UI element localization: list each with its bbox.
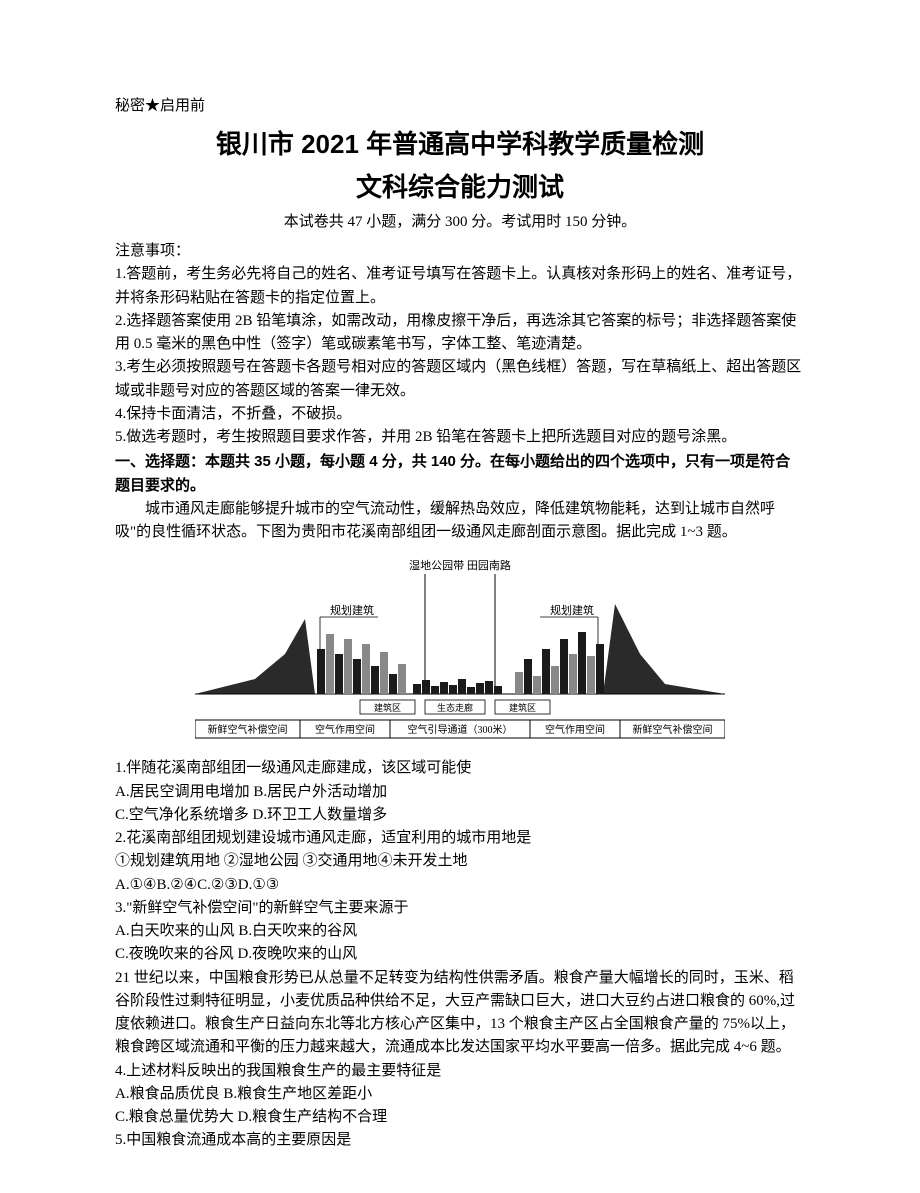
- exam-info: 本试卷共 47 小题，满分 300 分。考试用时 150 分钟。: [115, 211, 805, 234]
- q2-stem: 2.花溪南部组团规划建设城市通风走廊，适宜利用的城市用地是: [115, 827, 805, 850]
- figure-diagram: 生道山 大将山 湿地公园带 田园南路规划建筑 规划建筑建筑区 生态走廊 建筑区新鲜空气补偿…: [115, 554, 805, 749]
- svg-text:生道山: 生道山: [209, 628, 222, 662]
- q5-stem: 5.中国粮食流通成本高的主要原因是: [115, 1129, 805, 1152]
- svg-text:规划建筑: 规划建筑: [330, 603, 374, 617]
- svg-text:新鲜空气补偿空间: 新鲜空气补偿空间: [208, 723, 288, 736]
- instruction-1: 1.答题前，考生务必先将自己的姓名、准考证号填写在答题卡上。认真核对条形码上的姓…: [115, 263, 805, 310]
- svg-text:空气作用空间: 空气作用空间: [545, 723, 605, 736]
- passage-2: 21 世纪以来，中国粮食形势已从总量不足转变为结构性供需矛盾。粮食产量大幅增长的…: [115, 967, 805, 1060]
- instruction-4: 4.保持卡面清洁，不折叠，不破损。: [115, 403, 805, 426]
- q3-opts-line2: C.夜晚吹来的谷风 D.夜晚吹来的山风: [115, 943, 805, 966]
- q2-sub: ①规划建筑用地 ②湿地公园 ③交通用地④未开发土地: [115, 850, 805, 873]
- passage-1: 城市通风走廊能够提升城市的空气流动性，缓解热岛效应，降低建筑物能耗，达到让城市自…: [115, 498, 805, 545]
- q3-opts-line1: A.白天吹来的山风 B.白天吹来的谷风: [115, 920, 805, 943]
- q1-opts-line2: C.空气净化系统增多 D.环卫工人数量增多: [115, 804, 805, 827]
- svg-text:生态走廊: 生态走廊: [437, 702, 473, 713]
- section-header: 一、选择题：本题共 35 小题，每小题 4 分，共 140 分。在每小题给出的四…: [115, 450, 805, 497]
- title-sub: 文科综合能力测试: [115, 167, 805, 207]
- svg-text:空气引导通道（300米）: 空气引导通道（300米）: [408, 723, 513, 736]
- title-main: 银川市 2021 年普通高中学科教学质量检测: [115, 124, 805, 164]
- svg-text:建筑区: 建筑区: [509, 702, 536, 713]
- svg-text:建筑区: 建筑区: [374, 702, 401, 713]
- instruction-2: 2.选择题答案使用 2B 铅笔填涂，如需改动，用橡皮擦干净后，再选涂其它答案的标…: [115, 310, 805, 357]
- q4-opts-line1: A.粮食品质优良 B.粮食生产地区差距小: [115, 1083, 805, 1106]
- q1-opts-line1: A.居民空调用电增加 B.居民户外活动增加: [115, 781, 805, 804]
- notice-header: 注意事项：: [115, 240, 805, 263]
- svg-text:大将山: 大将山: [694, 623, 707, 657]
- q4-opts-line2: C.粮食总量优势大 D.粮食生产结构不合理: [115, 1106, 805, 1129]
- q2-opts: A.①④B.②④C.②③D.①③: [115, 874, 805, 897]
- q1-stem: 1.伴随花溪南部组团一级通风走廊建成，该区域可能使: [115, 757, 805, 780]
- confidential-label: 秘密★启用前: [115, 95, 805, 118]
- svg-text:规划建筑: 规划建筑: [550, 603, 594, 617]
- q4-stem: 4.上述材料反映出的我国粮食生产的最主要特征是: [115, 1060, 805, 1083]
- svg-text:湿地公园带 田园南路: 湿地公园带 田园南路: [409, 559, 511, 572]
- svg-text:新鲜空气补偿空间: 新鲜空气补偿空间: [633, 723, 713, 736]
- svg-text:空气作用空间: 空气作用空间: [315, 723, 375, 736]
- instruction-3: 3.考生必须按照题号在答题卡各题号相对应的答题区域内（黑色线框）答题，写在草稿纸…: [115, 356, 805, 403]
- q3-stem: 3."新鲜空气补偿空间"的新鲜空气主要来源于: [115, 897, 805, 920]
- corridor-diagram: 生道山 大将山 湿地公园带 田园南路规划建筑 规划建筑建筑区 生态走廊 建筑区新鲜空气补偿…: [195, 554, 725, 749]
- instruction-5: 5.做选考题时，考生按照题目要求作答，并用 2B 铅笔在答题卡上把所选题目对应的…: [115, 426, 805, 449]
